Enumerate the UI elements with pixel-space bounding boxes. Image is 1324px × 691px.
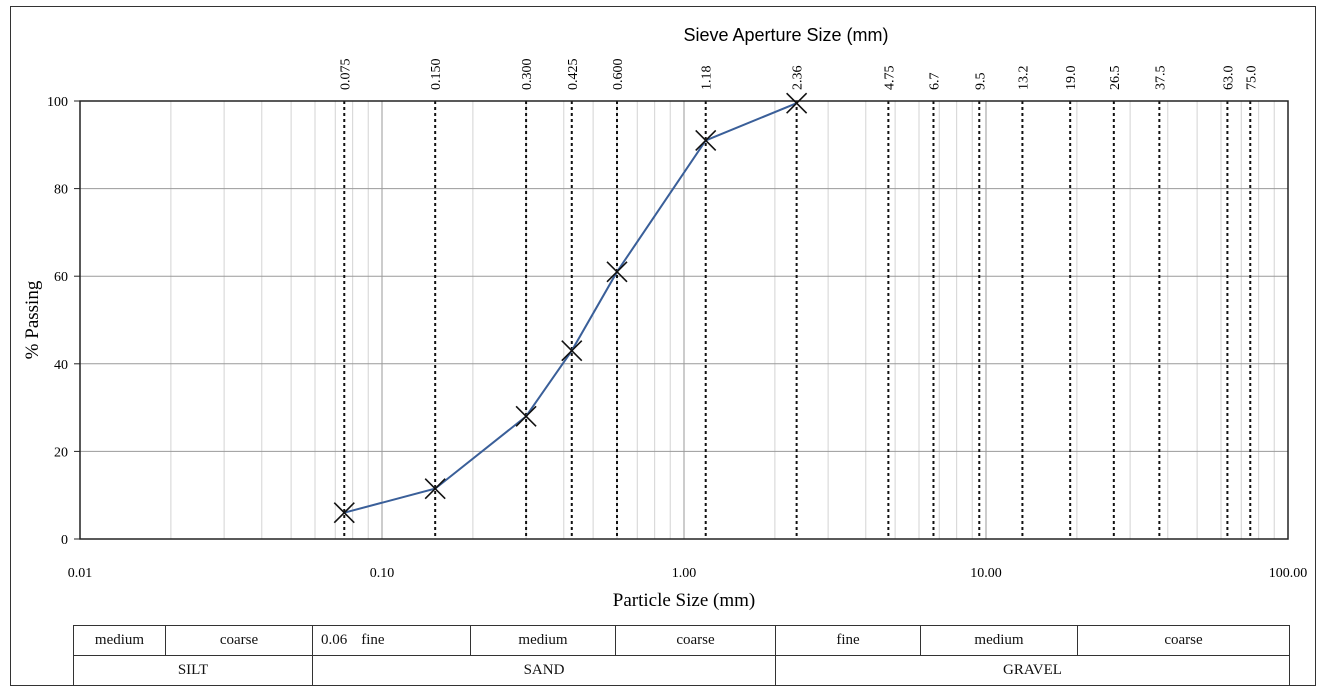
sieve-label: 26.5 bbox=[1108, 66, 1123, 91]
sieve-label: 0.075 bbox=[338, 59, 353, 91]
silt-medium-cell: medium bbox=[73, 625, 166, 656]
grading-chart: 0 20 40 60 80 100 0.01 0.10 1.00 10.00 100.00 0.0… bbox=[22, 25, 1308, 611]
x-tick-labels: 0.01 0.10 1.00 10.00 100.00 bbox=[68, 566, 1308, 581]
gravel-cell: GRAVEL bbox=[775, 655, 1290, 686]
sand-fine-cell: 0.06 fine bbox=[312, 625, 471, 656]
y-tick-label: 40 bbox=[54, 358, 68, 373]
y-axis-label: % Passing bbox=[22, 280, 43, 359]
silt-coarse-cell: coarse bbox=[165, 625, 313, 656]
grid-lines bbox=[80, 101, 1288, 539]
sieve-label: 6.7 bbox=[927, 73, 942, 91]
y-tick-label: 60 bbox=[54, 270, 68, 285]
classification-subclass-row: medium coarse 0.06 fine medium coarse fin… bbox=[73, 625, 1290, 656]
x-tick-label: 10.00 bbox=[970, 566, 1002, 581]
sieve-labels: 0.075 0.150 0.300 0.425 0.600 1.18 2.36 4.75 6.7… bbox=[338, 59, 1259, 91]
sieve-label: 19.0 bbox=[1064, 66, 1079, 91]
silt-cell: SILT bbox=[73, 655, 313, 686]
chart-frame bbox=[10, 6, 1316, 686]
gravel-fine-cell: fine bbox=[775, 625, 921, 656]
data-point bbox=[424, 478, 446, 500]
sand-medium-cell: medium bbox=[470, 625, 616, 656]
data-point bbox=[786, 92, 808, 114]
sieve-label: 2.36 bbox=[791, 66, 806, 91]
sieve-label: 75.0 bbox=[1244, 66, 1259, 91]
sand-cell: SAND bbox=[312, 655, 776, 686]
sieve-label: 9.5 bbox=[973, 73, 988, 91]
gravel-medium-cell: medium bbox=[920, 625, 1078, 656]
sieve-label: 0.600 bbox=[611, 59, 626, 91]
y-tick-label: 20 bbox=[54, 445, 68, 460]
classification-class-row: SILT SAND GRAVEL bbox=[73, 655, 1290, 686]
y-tick-label: 0 bbox=[61, 533, 68, 548]
x-tick-label: 0.10 bbox=[370, 566, 395, 581]
chart-title: Sieve Aperture Size (mm) bbox=[683, 25, 888, 45]
sieve-label: 0.150 bbox=[429, 59, 444, 91]
sand-coarse-cell: coarse bbox=[615, 625, 776, 656]
x-tick-label: 1.00 bbox=[672, 566, 697, 581]
y-tick-label: 100 bbox=[47, 95, 68, 110]
sieve-label: 1.18 bbox=[700, 66, 715, 91]
data-point bbox=[695, 129, 717, 151]
sieve-label: 13.2 bbox=[1016, 66, 1031, 91]
sieve-label: 0.425 bbox=[566, 59, 581, 91]
sieve-lines bbox=[343, 101, 1252, 539]
sieve-label: 37.5 bbox=[1153, 66, 1168, 91]
data-point bbox=[561, 340, 583, 362]
x-axis-label: Particle Size (mm) bbox=[613, 590, 755, 611]
sieve-label: 63.0 bbox=[1221, 66, 1236, 91]
x-tick-label: 100.00 bbox=[1269, 566, 1308, 581]
sieve-label: 4.75 bbox=[882, 66, 897, 91]
y-tick-label: 80 bbox=[54, 183, 68, 198]
data-point bbox=[515, 405, 537, 427]
data-point bbox=[333, 502, 355, 524]
plot-area-border bbox=[79, 100, 1289, 540]
gravel-coarse-cell: coarse bbox=[1077, 625, 1290, 656]
boundary-size-label: 0.06 bbox=[321, 632, 348, 648]
y-tick-labels: 0 20 40 60 80 100 bbox=[47, 95, 80, 548]
soil-classification-table: medium coarse 0.06 fine medium coarse fin… bbox=[73, 625, 1290, 686]
sieve-label: 0.300 bbox=[520, 59, 535, 91]
x-tick-label: 0.01 bbox=[68, 566, 93, 581]
data-markers bbox=[333, 92, 808, 524]
data-point bbox=[606, 261, 628, 283]
sand-fine-label: fine bbox=[361, 632, 385, 648]
